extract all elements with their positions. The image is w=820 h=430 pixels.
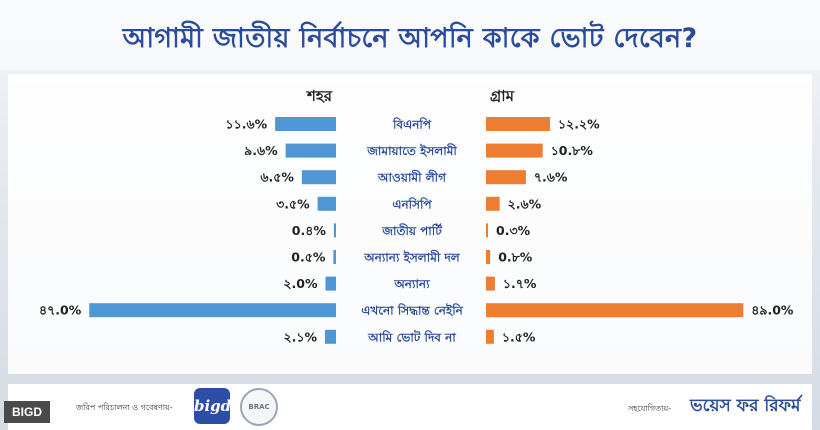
chart-panel: শহর গ্রাম ১১.৬% বিএনপি ১২.২% ৯.৬% জামায়াতে ইস… [8,74,812,374]
rural-value-label: ১২.২% [558,117,600,132]
rural-bar [486,329,494,344]
urban-value-label: ২.0% [283,276,318,291]
urban-value-label: 0.৪% [292,223,327,238]
urban-value-label: ২.১% [283,329,317,344]
rural-bar [486,143,543,158]
urban-value-label: ৪৭.0% [39,303,82,318]
urban-value-label: ৩.৫% [276,196,310,211]
urban-bar [333,223,336,238]
rural-value-label: 0.৮% [498,250,533,265]
rural-bar [486,170,526,185]
urban-bar [333,250,336,264]
category-label: আমি ভোট দিব না [367,329,456,344]
rural-value-label: ১.৫% [502,329,536,344]
rural-value-label: 0.৩% [496,223,531,238]
category-label: আওয়ামী লীগ [377,170,447,185]
category-label: এখনো সিদ্ধান্ত নেইনি [361,303,463,318]
rural-value-label: ৪৯.0% [751,303,794,318]
urban-value-label: ১১.৬% [225,117,267,132]
category-label: জামায়াতে ইসলামী [366,143,457,158]
brac-logo: BRAC [240,388,278,426]
urban-value-label: ৬.৫% [260,170,294,185]
chart-title: আগামী জাতীয় নির্বাচনে আপনি কাকে ভোট দেব… [122,23,698,54]
rural-bar [486,250,491,264]
urban-header: শহর [306,87,333,105]
rural-value-label: ১.৭% [503,276,537,291]
urban-bar [275,117,336,131]
category-label: জাতীয় পার্টি [381,223,442,238]
rural-bar [486,117,551,131]
title-band [0,0,820,70]
category-label: অন্যান্য ইসলামী দল [363,250,461,265]
rural-bar [486,276,495,291]
voice-for-reform-logo: ভয়েস ফর রিফর্ম [690,396,801,416]
rural-bar [486,223,488,238]
category-label: বিএনপি [392,117,432,132]
urban-bar [89,303,336,318]
urban-bar [325,276,336,291]
urban-bar [285,143,336,158]
urban-bar [324,329,336,344]
rural-bar [486,196,500,211]
survey-credit-text: জরিপ পরিচালনা ও গবেষণায়- [76,403,173,412]
source-badge: BIGD [4,401,50,423]
urban-value-label: 0.৫% [291,250,326,265]
rural-value-label: ১0.৮% [551,143,594,158]
rural-value-label: ৭.৬% [534,170,568,185]
rural-bar [486,303,744,318]
urban-value-label: ৯.৬% [244,143,278,158]
category-label: এনসিপি [392,196,432,211]
bigd-logo: bigd [194,388,231,424]
footer: জরিপ পরিচালনা ও গবেষণায়- bigd BRAC সহযো… [8,384,812,430]
rural-header: গ্রাম [490,87,515,105]
chart-svg: শহর গ্রাম ১১.৬% বিএনপি ১২.২% ৯.৬% জামায়াতে ইস… [39,87,794,344]
rural-value-label: ২.৬% [508,196,542,211]
urban-bar [317,196,336,211]
category-label: অন্যান্য [393,277,430,291]
urban-bar [301,170,336,185]
support-credit-text: সহযোগিতায়- [628,404,672,413]
